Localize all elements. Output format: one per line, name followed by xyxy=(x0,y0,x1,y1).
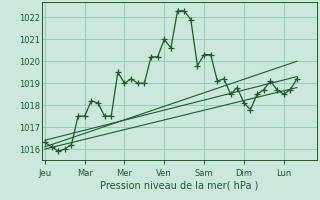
X-axis label: Pression niveau de la mer( hPa ): Pression niveau de la mer( hPa ) xyxy=(100,181,258,191)
